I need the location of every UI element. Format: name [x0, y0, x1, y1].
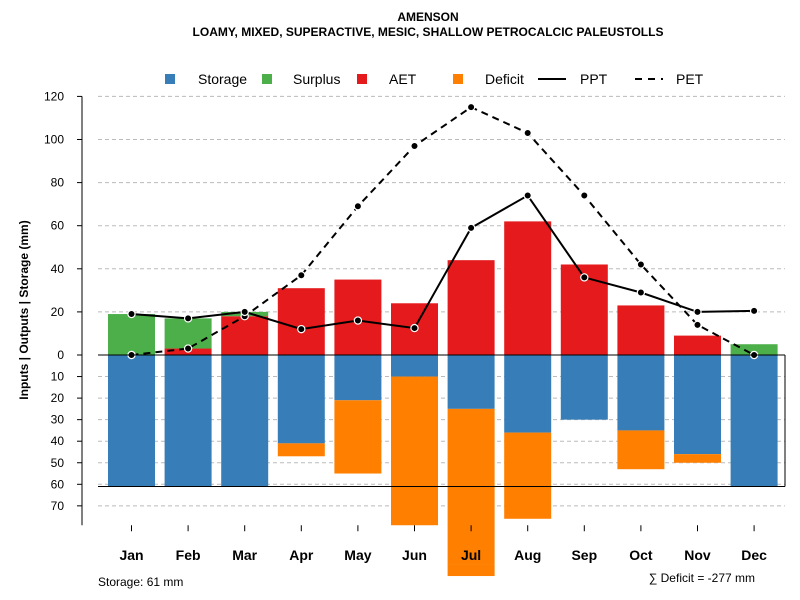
- pet-point-apr: [297, 271, 306, 280]
- deficit-bar-apr: [277, 443, 325, 457]
- legend: Storage Surplus AET Deficit PPT PET: [165, 71, 704, 87]
- x-tick-label-nov: Nov: [684, 547, 711, 563]
- legend-label-aet: AET: [389, 71, 417, 87]
- legend-label-storage: Storage: [198, 71, 247, 87]
- storage-bar-apr: [277, 355, 325, 444]
- ppt-point-oct: [636, 288, 646, 297]
- storage-bar-jun: [391, 355, 438, 377]
- pet-point-jul: [466, 102, 476, 112]
- y-tick-label: 0: [57, 348, 64, 362]
- storage-bar-jan: [108, 355, 155, 487]
- deficit-bar-jun: [391, 376, 438, 526]
- pet-point-oct: [636, 260, 646, 269]
- x-tick-label-sep: Sep: [571, 547, 597, 563]
- aet-bar-oct: [617, 305, 665, 355]
- y-axis-label: Inputs | Outputs | Storage (mm): [17, 220, 31, 399]
- ppt-point-apr: [297, 324, 306, 334]
- chart-title: AMENSON: [397, 10, 458, 24]
- legend-label-ppt: PPT: [580, 71, 608, 87]
- storage-bar-feb: [164, 355, 212, 487]
- gridlines: [98, 95, 785, 507]
- y-tick-label: 20: [51, 391, 65, 405]
- x-tick-label-jul: Jul: [461, 547, 481, 563]
- bars: [108, 221, 778, 565]
- legend-label-pet: PET: [676, 71, 704, 87]
- legend-label-surplus: Surplus: [293, 71, 340, 87]
- y-tick-label: 100: [44, 133, 64, 147]
- x-tick-label-feb: Feb: [176, 547, 201, 563]
- x-tick-label-jan: Jan: [119, 547, 143, 563]
- pet-point-may: [353, 202, 363, 211]
- ppt-point-mar: [240, 307, 249, 317]
- x-tick-label-jun: Jun: [402, 547, 427, 563]
- x-tick-label-dec: Dec: [741, 547, 767, 563]
- y-tick-label: 40: [51, 434, 65, 448]
- pet-point-sep: [580, 191, 589, 200]
- legend-swatch-storage: [165, 74, 175, 84]
- surplus-bar-jan: [108, 314, 155, 355]
- chart-subtitle: LOAMY, MIXED, SUPERACTIVE, MESIC, SHALLO…: [193, 25, 664, 39]
- y-tick-label: 120: [44, 89, 64, 103]
- storage-bar-aug: [504, 355, 552, 433]
- deficit-bar-may: [334, 400, 382, 474]
- y-tick-label: 10: [51, 370, 65, 384]
- legend-swatch-aet: [357, 74, 367, 84]
- storage-note: Storage: 61 mm: [98, 575, 183, 589]
- storage-bar-nov: [674, 355, 721, 455]
- ppt-point-may: [353, 316, 363, 325]
- y-tick-label: 80: [51, 176, 65, 190]
- storage-bar-jul: [447, 355, 495, 409]
- y-tick-label: 40: [51, 262, 65, 276]
- pet-point-feb: [183, 344, 193, 353]
- ppt-point-feb: [183, 314, 193, 323]
- x-tick-label-mar: Mar: [232, 547, 257, 563]
- y-tick-label: 30: [51, 413, 65, 427]
- legend-label-deficit: Deficit: [485, 71, 524, 87]
- series-lines: [127, 102, 759, 360]
- pet-line: [131, 106, 755, 356]
- pet-point-jun: [410, 141, 419, 151]
- ppt-point-nov: [693, 307, 702, 317]
- x-tick-label-oct: Oct: [629, 547, 653, 563]
- storage-bar-oct: [617, 355, 665, 431]
- aet-bar-nov: [674, 335, 721, 355]
- ppt-point-jun: [410, 323, 419, 333]
- x-tick-label-apr: Apr: [289, 547, 314, 563]
- ppt-point-sep: [580, 273, 589, 282]
- storage-bar-sep: [560, 355, 608, 420]
- x-tick-label-may: May: [344, 547, 371, 563]
- pet-point-aug: [523, 128, 532, 138]
- storage-bar-may: [334, 355, 382, 401]
- ppt-point-aug: [523, 191, 532, 200]
- ppt-point-jan: [127, 309, 136, 319]
- axes: 0 20 40 60 80 100 120 10 20 30 40 50 60 70 Jan Feb Mar Ap…: [44, 89, 786, 577]
- storage-bar-dec: [730, 355, 778, 487]
- aet-bar-jul: [447, 260, 495, 355]
- pet-point-nov: [693, 320, 702, 330]
- y-tick-label: 20: [51, 305, 65, 319]
- surplus-bar-dec: [730, 344, 778, 355]
- storage-bar-mar: [221, 355, 269, 487]
- legend-swatch-deficit: [453, 74, 463, 84]
- y-tick-label: 50: [51, 456, 65, 470]
- deficit-bar-oct: [617, 430, 665, 470]
- aet-bar-aug: [504, 221, 552, 355]
- deficit-bar-aug: [504, 432, 552, 519]
- ppt-point-jul: [466, 223, 476, 233]
- x-label-highlight: [447, 564, 495, 577]
- surplus-bar-feb: [164, 318, 212, 349]
- y-tick-label: 60: [51, 477, 65, 491]
- ppt-point-dec: [749, 306, 759, 316]
- y-tick-label: 70: [51, 499, 65, 513]
- aet-bar-mar: [221, 316, 269, 355]
- aet-bar-apr: [277, 288, 325, 355]
- deficit-bar-nov: [674, 454, 721, 463]
- deficit-note: ∑ Deficit = -277 mm: [649, 571, 755, 585]
- y-tick-label: 60: [51, 219, 65, 233]
- ppt-line: [131, 194, 755, 331]
- x-tick-label-aug: Aug: [514, 547, 541, 563]
- legend-swatch-surplus: [262, 74, 272, 84]
